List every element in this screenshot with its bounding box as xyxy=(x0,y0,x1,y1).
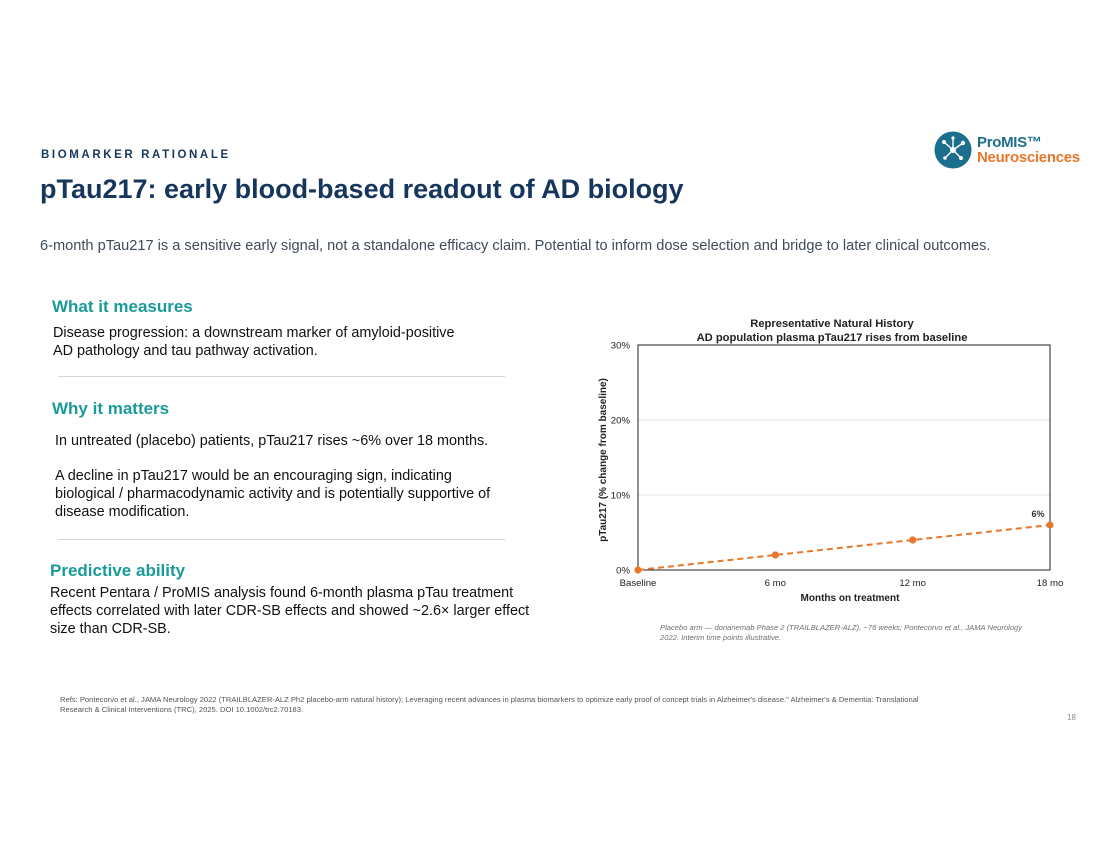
page-subtitle: 6-month pTau217 is a sensitive early sig… xyxy=(40,238,991,254)
y-axis-label: pTau217 (% change from baseline) xyxy=(598,378,609,542)
references-line-2: Research & Clinical Interventions (TRC),… xyxy=(60,705,304,714)
measures-line-2: AD pathology and tau pathway activation. xyxy=(53,343,318,359)
x-axis-label: Months on treatment xyxy=(801,593,901,604)
divider xyxy=(58,376,505,377)
data-point xyxy=(771,551,779,559)
chart-title: Representative Natural History xyxy=(750,318,914,330)
matters-line-1: A decline in pTau217 would be an encoura… xyxy=(55,468,452,484)
predictive-line-1: Recent Pentara / ProMIS analysis found 6… xyxy=(50,585,514,601)
logo-name: ProMIS™ xyxy=(977,134,1042,151)
series-line xyxy=(637,524,1051,571)
x-tick-label: 18 mo xyxy=(1037,578,1064,589)
section-heading-predictive: Predictive ability xyxy=(50,561,186,580)
series-layer xyxy=(634,521,1054,574)
plot-frame xyxy=(637,344,1051,571)
page-title: pTau217: early blood-based readout of AD… xyxy=(40,174,684,204)
data-point xyxy=(909,536,917,544)
x-tick-label: Baseline xyxy=(620,578,657,589)
chart-footnote: Placebo arm — donanemab Phase 2 (TRAILBL… xyxy=(660,623,1070,643)
line-chart: Representative Natural History AD popula… xyxy=(598,318,1064,604)
data-label: 6% xyxy=(1031,509,1044,519)
y-tick-label: 30% xyxy=(611,341,631,352)
data-point xyxy=(1046,521,1054,529)
chart-gridlines xyxy=(638,419,1050,496)
references-line-1: Refs: Pontecorvo et al., JAMA Neurology … xyxy=(60,695,919,704)
molecule-network-icon xyxy=(934,131,972,169)
predictive-text: Recent Pentara / ProMIS analysis found 6… xyxy=(50,584,529,638)
section-heading-measures: What it measures xyxy=(52,297,193,316)
matters-line-2: biological / pharmacodynamic activity an… xyxy=(55,486,491,502)
measures-text: Disease progression: a downstream marker… xyxy=(53,324,455,360)
references: Refs: Pontecorvo et al., JAMA Neurology … xyxy=(60,695,1020,715)
y-axis-ticks: 0% 10% 20% 30% xyxy=(611,341,631,577)
data-labels: 6% xyxy=(1031,509,1044,519)
y-tick-label: 10% xyxy=(611,491,631,502)
logo-subname: Neurosciences xyxy=(977,149,1080,166)
chart-footnote-line-1: Placebo arm — donanemab Phase 2 (TRAILBL… xyxy=(660,623,1023,632)
predictive-line-3: size than CDR-SB. xyxy=(50,621,171,637)
y-tick-label: 20% xyxy=(611,416,631,427)
matters-para-2: A decline in pTau217 would be an encoura… xyxy=(55,467,490,521)
x-tick-label: 6 mo xyxy=(765,578,786,589)
section-heading-matters: Why it matters xyxy=(52,399,170,418)
x-axis-ticks: Baseline 6 mo 12 mo 18 mo xyxy=(620,578,1064,589)
measures-line-1: Disease progression: a downstream marker… xyxy=(53,325,455,341)
chart-footnote-line-2: 2022. Interim time points illustrative. xyxy=(660,633,782,642)
page-number: 18 xyxy=(1067,713,1076,722)
eyebrow-label: BIOMARKER RATIONALE xyxy=(41,149,231,161)
chart-subtitle: AD population plasma pTau217 rises from … xyxy=(697,332,968,344)
predictive-line-2: effects correlated with later CDR-SB eff… xyxy=(50,603,530,619)
divider xyxy=(58,539,505,540)
data-point xyxy=(634,566,642,574)
y-tick-label: 0% xyxy=(616,566,630,577)
matters-para-1: In untreated (placebo) patients, pTau217… xyxy=(55,433,489,449)
matters-line-3: disease modification. xyxy=(55,504,190,520)
x-tick-label: 12 mo xyxy=(899,578,926,589)
